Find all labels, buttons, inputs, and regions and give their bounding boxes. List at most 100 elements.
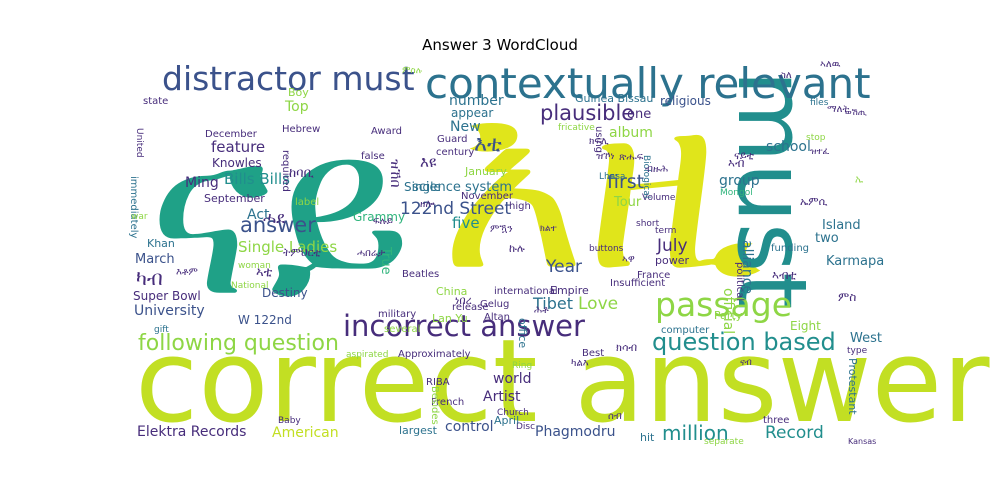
word-separate: separate (704, 437, 744, 447)
word-ethiopic-145: ኣለዉ (820, 59, 841, 70)
word-grammy: Grammy (353, 210, 406, 224)
word-question-based: question based (652, 328, 836, 356)
word-france: France (637, 270, 671, 281)
word-gelug: Gelug (480, 299, 510, 310)
word-lan-yu: Lan Yu (432, 312, 468, 325)
word-files: files (810, 98, 829, 108)
word-ethiopic-152: ኤምሲ (800, 195, 828, 208)
word-funding: funding (771, 243, 810, 254)
word-disc: Disc (516, 422, 536, 432)
word-plausible: plausible (540, 101, 635, 125)
word-baby: Baby (278, 416, 301, 426)
word-ring: Ring (512, 361, 533, 371)
word-volume: Volume (642, 193, 676, 203)
word-passage: passage (655, 285, 793, 324)
word-ethiopic-142: ናብ (740, 358, 752, 368)
word-love: Love (578, 294, 619, 314)
word-ethiopic-134: ኣቲ (256, 265, 273, 280)
word-best: Best (582, 348, 605, 359)
word-several: several (384, 324, 421, 335)
word-ethiopic-135: እቶም (176, 267, 198, 278)
word-destiny: Destiny (262, 286, 308, 300)
word-church: Church (497, 408, 529, 418)
word-largest: largest (399, 424, 437, 437)
word-china: China (436, 285, 468, 298)
word-super-bowl: Super Bowl (133, 289, 201, 303)
word-international: international (494, 286, 558, 297)
word-school: school (766, 139, 811, 155)
word-january: January (465, 165, 507, 178)
word-island: Island (822, 218, 861, 233)
word-april: April (494, 414, 520, 427)
word-ethiopic-137: ትምህርቲ (283, 246, 321, 259)
word-empire: Empire (550, 284, 589, 297)
word-w-122nd: W 122nd (238, 313, 292, 327)
word-act: Act (247, 207, 270, 223)
word-ethiopic-130: ሓደ (263, 208, 285, 227)
word-knowles: Knowles (212, 156, 262, 170)
word-altan: Altan (484, 312, 511, 323)
word-immediately: immediately (128, 176, 139, 239)
word-ethiopic-156: ክፍሊ (589, 136, 609, 147)
word-computer: computer (661, 325, 710, 336)
word-ethiopic-146: ማለት (827, 104, 850, 115)
word-tibet: Tibet (533, 294, 573, 313)
word-incorrect-answer: incorrect answer (343, 309, 585, 343)
word-march: March (135, 252, 175, 267)
word-release: release (452, 302, 489, 313)
word-ethiopic-141: ኣዋ (622, 254, 635, 265)
word-united: United (134, 128, 144, 158)
word-million: million (662, 421, 729, 445)
word-ethiopic-0: ናይ (148, 81, 412, 348)
word-new: New (450, 119, 481, 135)
word-kansas: Kansas (848, 437, 877, 446)
word-answer: answer (240, 213, 316, 237)
word-ethiopic-165: ብዙሕ (645, 164, 669, 175)
word-top: Top (285, 99, 309, 115)
word-boy: Boy (288, 86, 309, 99)
word-buttons: buttons (589, 244, 624, 254)
word-hit: hit (640, 431, 655, 444)
word-french: French (431, 397, 465, 408)
word-july: July (657, 236, 688, 256)
word-ethiopic-144: ዝተፈ (810, 147, 830, 157)
word-world: world (493, 371, 532, 387)
word-ethiopic-12: እቲ (474, 132, 502, 157)
word-five: five (452, 214, 480, 232)
word-artist: Artist (483, 389, 521, 405)
word-science-system: science system (412, 180, 513, 195)
word-riba: RIBA (426, 377, 450, 388)
word-guinea-bissau: Guinea Bissau (575, 92, 654, 105)
word-ethiopic-147: ስለ (780, 70, 792, 81)
word-ethiopic-29: ካብ (136, 266, 163, 290)
word-ethiopic-149: ኣብ (728, 156, 745, 170)
word-aspirated: aspirated (346, 350, 389, 360)
word-party: Party (714, 309, 743, 322)
word-tour: Tour (614, 195, 642, 210)
word-besides: Besides (429, 386, 440, 425)
word-ethiopic-138: ኣብቲ (772, 268, 797, 282)
word-two: two (815, 231, 839, 246)
word-appear: appear (451, 106, 494, 120)
word-eight: Eight (790, 319, 821, 333)
word-protestant: Protestant (846, 358, 859, 415)
word-office: office (516, 318, 529, 349)
word-ethiopic-143: ናይቲ (734, 149, 755, 162)
word-military: military (378, 309, 417, 320)
word-label: label (295, 197, 320, 208)
word-mongol: Mongol (720, 188, 753, 198)
word-ethiopic-140: ክሳብ (616, 341, 638, 354)
word-control: control (445, 419, 494, 435)
word-group: group (719, 173, 760, 189)
word-elektra-records: Elektra Records (137, 424, 247, 440)
word-false: false (361, 151, 385, 162)
word-bills-bills: Bills Bills (224, 170, 290, 188)
word-west: West (850, 331, 882, 346)
word-feature: feature (211, 138, 266, 156)
word-first: first (607, 171, 645, 193)
chart-title: Answer 3 WordCloud (422, 36, 578, 54)
word-ethiopic-162: ሕቶ (534, 305, 549, 316)
word-ethiopic-160: ኩሉ (509, 242, 525, 255)
word-beatles: Beatles (402, 269, 440, 280)
